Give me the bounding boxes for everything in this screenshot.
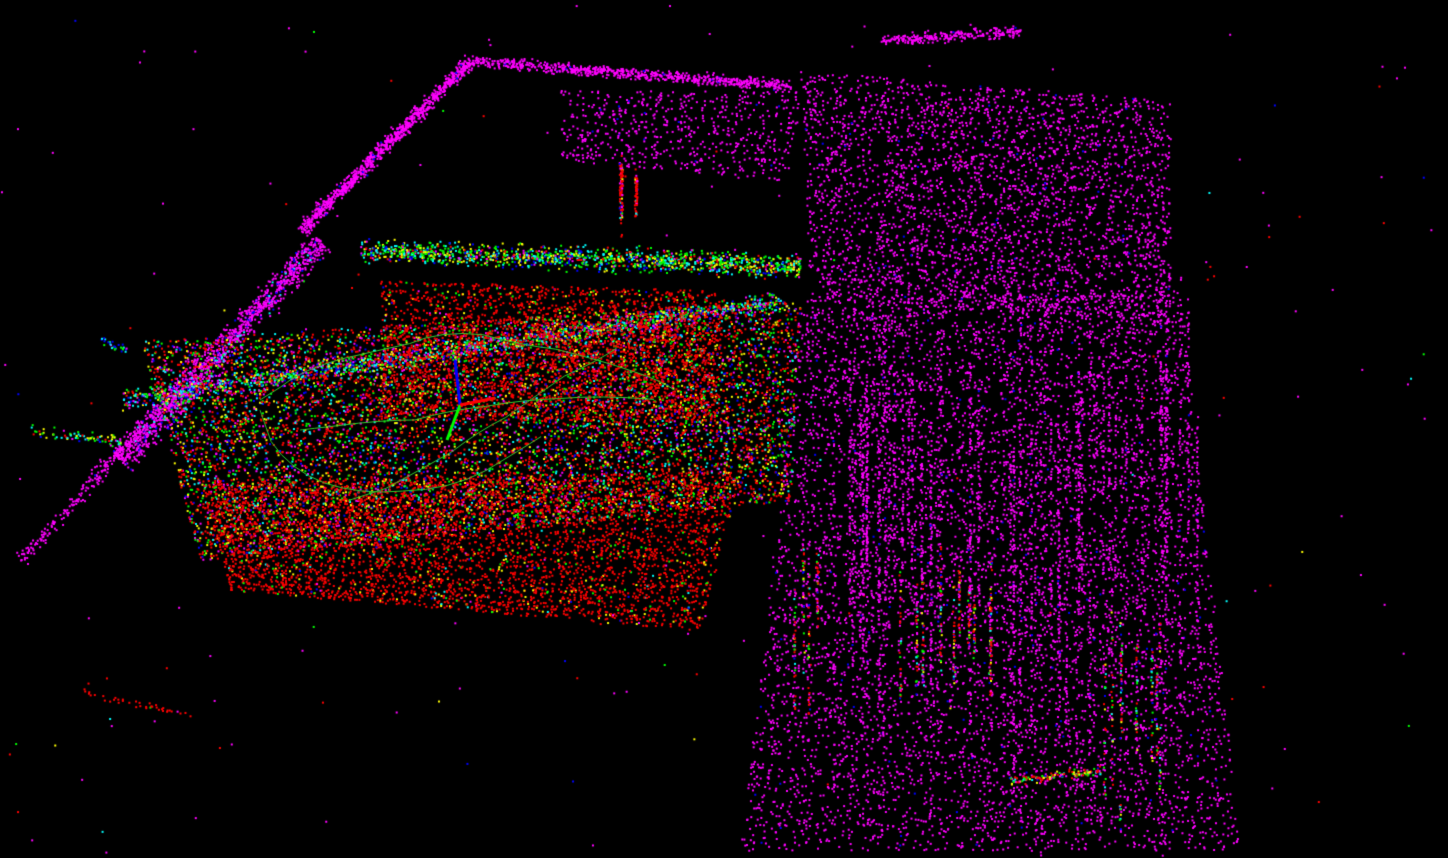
- point-cloud-viewport[interactable]: [0, 0, 1448, 858]
- point-cloud-canvas[interactable]: [0, 0, 1448, 858]
